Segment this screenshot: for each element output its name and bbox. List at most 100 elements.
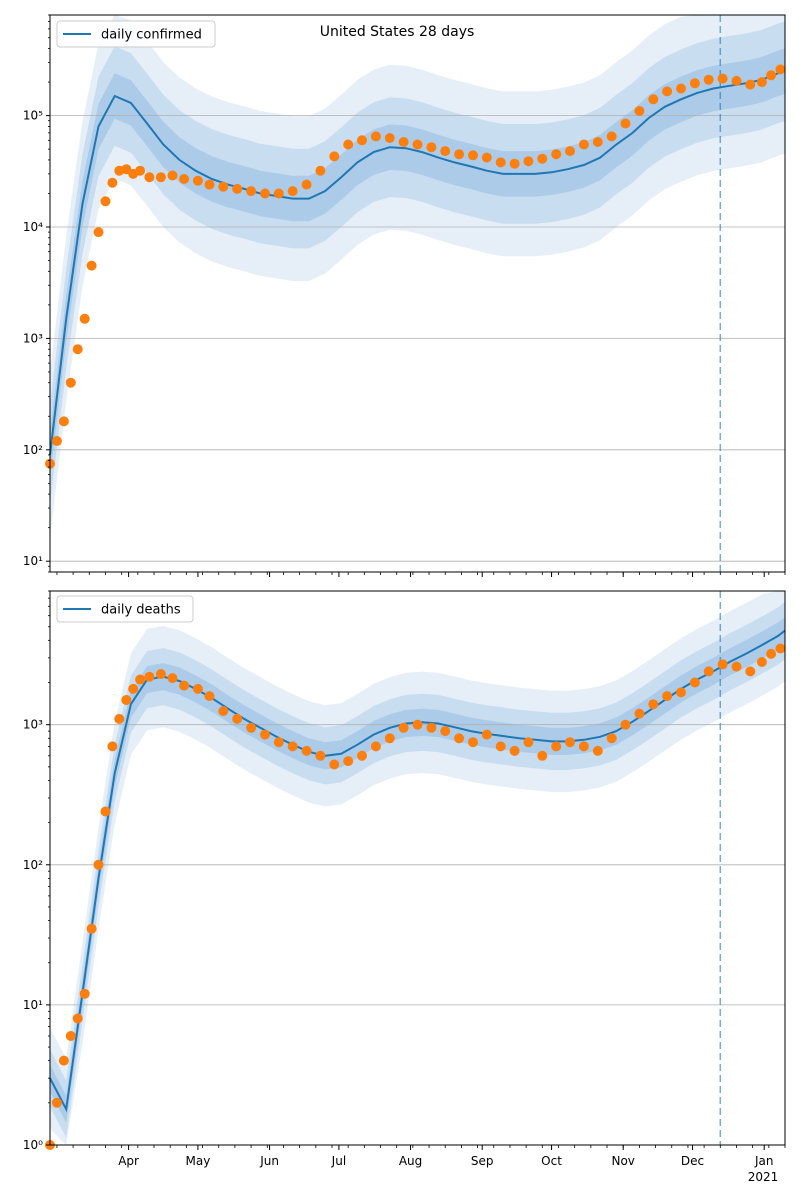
observed-point [144,671,155,682]
observed-point [634,106,645,116]
observed-point [100,196,111,207]
observed-point [468,150,478,161]
legend-label: daily deaths [101,603,181,618]
observed-point [620,719,631,730]
observed-point [179,174,190,184]
observed-point [689,677,700,688]
observed-point [662,86,673,97]
confirmed-median-line [49,70,786,456]
observed-point [440,146,451,157]
observed-point [58,1055,69,1066]
observed-point [468,737,478,748]
observed-point [481,152,492,163]
observed-point [86,260,97,271]
observed-point [412,719,423,730]
observed-point [717,73,728,84]
observed-point [537,153,548,164]
observed-point [523,156,534,167]
observed-point [606,131,617,142]
observed-point [565,146,575,157]
observed-point [398,137,409,147]
observed-point [192,175,203,186]
x-tick-label: Sep [471,1154,494,1168]
chart-title: United States 28 days [320,24,475,40]
x-tick-label: Jun [259,1154,279,1168]
observed-point [620,118,631,129]
observed-point [260,729,270,740]
deaths-plot-frame [49,590,786,1146]
observed-point [717,659,728,670]
uncertainty-band-3 [50,617,785,1123]
observed-point [51,436,62,446]
observed-point [287,186,298,197]
confirmed-gridlines [50,115,785,562]
observed-point [204,691,215,702]
observed-point [86,923,97,934]
observed-point [155,172,166,183]
confirmed-panel: 10¹ 10² 10³ 10⁴ 10⁵ United States 28 days da… [23,14,786,577]
confirmed-plot-frame [49,14,786,573]
observed-point [232,713,243,724]
observed-point [135,674,146,685]
confirmed-observed-points [45,64,786,469]
observed-point [58,416,69,427]
observed-point [315,165,326,176]
observed-point [100,806,111,817]
observed-point [65,377,76,388]
x-tick-label: Jul [331,1154,346,1168]
observed-point [179,680,190,691]
deaths-legend: daily deaths [56,595,194,623]
x-tick-label: May [186,1154,211,1168]
observed-point [766,648,777,659]
observed-point [426,722,437,733]
observed-point [329,151,340,162]
y-tick-label: 10³ [23,331,43,345]
observed-point [676,83,686,94]
observed-point [454,149,465,160]
y-tick-label: 10³ [23,718,43,732]
observed-point [731,75,742,86]
observed-point [370,131,381,142]
observed-point [703,74,714,85]
observed-point [384,133,395,143]
observed-point [155,669,166,679]
observed-point [79,313,90,324]
observed-point [689,78,700,89]
y-tick-label: 10¹ [23,554,43,568]
observed-point [454,733,465,744]
observed-point [51,1097,62,1108]
observed-point [167,673,178,684]
observed-point [481,729,492,740]
observed-point [495,157,506,168]
y-tick-label: 10² [23,858,43,872]
deaths-panel: 10⁰ 10¹ 10² 10³ Apr May Jun Jul Aug Sep Oct Nov Dec… [23,590,786,1184]
legend-box [56,20,216,48]
deaths-observed-points [45,643,786,1150]
observed-point [93,859,104,870]
observed-point [79,988,90,999]
observed-point [412,139,423,150]
observed-point [648,94,659,105]
observed-point [301,745,312,756]
observed-point [703,666,714,677]
x-tick-label: Dec [681,1154,704,1168]
observed-point [495,741,506,752]
observed-point [384,733,395,744]
observed-point [578,741,589,752]
observed-point [246,722,257,733]
observed-point [114,713,125,724]
observed-point [676,687,686,698]
observed-point [775,643,786,654]
observed-point [192,683,203,694]
observed-point [260,188,270,199]
observed-point [144,172,155,183]
observed-point [107,177,118,188]
observed-point [343,756,354,767]
confirmed-y-axis: 10¹ 10² 10³ 10⁴ 10⁵ [23,14,50,573]
observed-point [204,179,215,190]
observed-point [731,661,742,672]
observed-point [398,722,409,733]
observed-point [218,706,229,717]
x-tick-label: Aug [399,1154,422,1168]
